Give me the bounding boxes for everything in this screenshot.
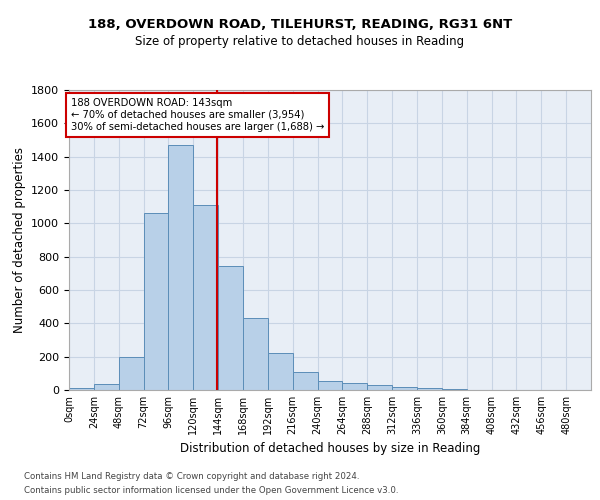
Bar <box>417 388 442 390</box>
Bar <box>69 388 94 390</box>
X-axis label: Distribution of detached houses by size in Reading: Distribution of detached houses by size … <box>180 442 480 456</box>
Bar <box>94 384 119 390</box>
Bar <box>367 385 392 390</box>
Text: 188, OVERDOWN ROAD, TILEHURST, READING, RG31 6NT: 188, OVERDOWN ROAD, TILEHURST, READING, … <box>88 18 512 30</box>
Bar <box>268 352 293 390</box>
Y-axis label: Number of detached properties: Number of detached properties <box>13 147 26 333</box>
Bar <box>343 382 367 390</box>
Text: Contains public sector information licensed under the Open Government Licence v3: Contains public sector information licen… <box>24 486 398 495</box>
Text: Size of property relative to detached houses in Reading: Size of property relative to detached ho… <box>136 35 464 48</box>
Bar <box>442 389 467 390</box>
Bar <box>317 381 343 390</box>
Bar <box>293 372 317 390</box>
Bar <box>193 205 218 390</box>
Bar <box>392 386 417 390</box>
Text: Contains HM Land Registry data © Crown copyright and database right 2024.: Contains HM Land Registry data © Crown c… <box>24 472 359 481</box>
Text: 188 OVERDOWN ROAD: 143sqm
← 70% of detached houses are smaller (3,954)
30% of se: 188 OVERDOWN ROAD: 143sqm ← 70% of detac… <box>71 98 325 132</box>
Bar <box>119 356 143 390</box>
Bar <box>143 214 169 390</box>
Bar <box>169 145 193 390</box>
Bar <box>243 318 268 390</box>
Bar <box>218 266 243 390</box>
